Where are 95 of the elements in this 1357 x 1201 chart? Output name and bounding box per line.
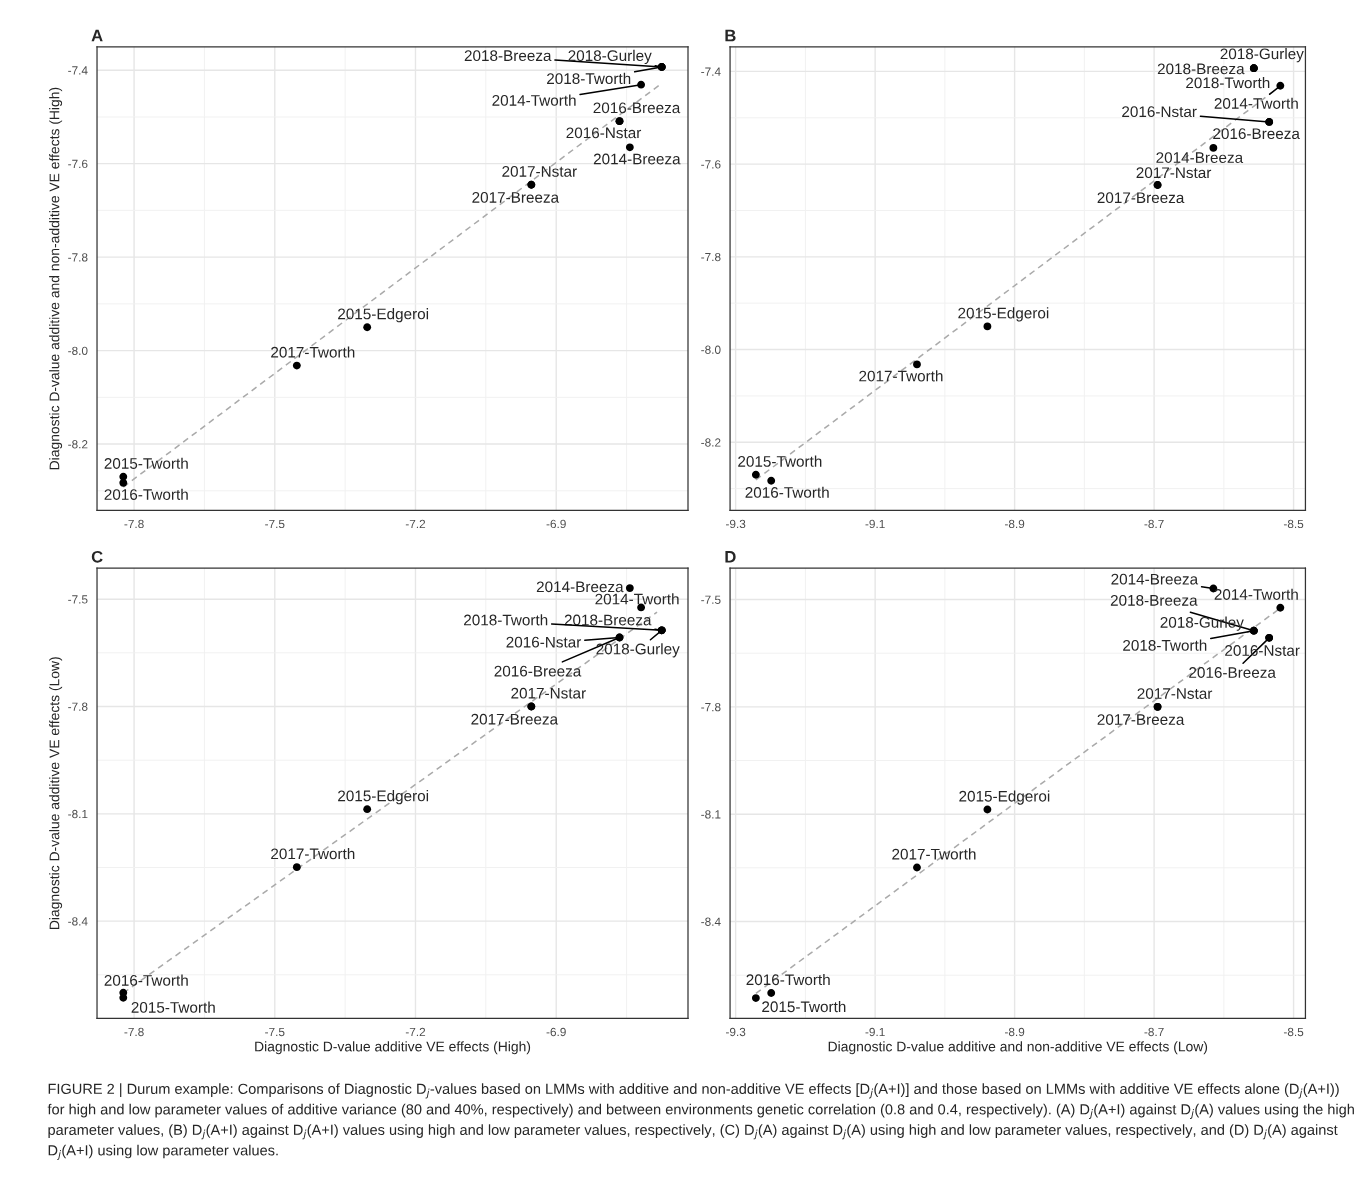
y-tick-label: -8.1 [701,810,721,819]
annotation: 2015-Edgeroi [958,307,1049,322]
x-tick-label: -7.8 [124,519,144,529]
y-tick-label: -8.1 [68,809,88,819]
annotation: 2014-Breeza [1156,152,1244,163]
annotation: 2018-Gurley [568,49,652,65]
annotation: 2015-Tworth [762,1000,846,1013]
annotation: 2017-Tworth [859,370,943,382]
x-tick-label: -7.5 [265,1027,285,1037]
x-tick-label: -9.1 [865,1027,885,1037]
annotation: 2014-Breeza [536,581,624,593]
chart-title: B [725,29,736,42]
annotation: 2018-Tworth [1186,77,1270,89]
annotation: 2018-Breeza [1110,594,1198,606]
annotation: 2017-Tworth [892,848,976,860]
x-tick-label: -7.5 [265,519,285,529]
x-tick-label: -8.9 [1004,519,1025,529]
annotation: 2015-Edgeroi [338,308,429,323]
x-tick-label: -9.1 [865,519,885,529]
y-tick-label: -7.8 [68,253,88,262]
x-tick-label: -8.7 [1144,519,1164,529]
x-axis-title: Diagnostic D-value additive VE effects (High) [255,1041,531,1055]
x-tick-label: -9.3 [726,1027,746,1037]
text: FIGURE 2 | Durum example: Comparisons of Diagnostic D$_{j}$-values based on LMMs with additive and non-additive VE effects [D$_{j}$(A+I)] and those based on LMMs with additive VE effects alone (D$_{j}$(A+I)) for high and low parameter values of additive variance (80 and 40%, respectively) and between environments genetic correlation (0.8 and 0.4, respectively). (A) D$_{j}$(A+I) against D$_{j}$(A) values using the high parameter values, (B) D$_{j}$(A+I) against D$_{j}$(A+I) values using high and low parameter values, respectively, (C) D$_{j}$(A) against D$_{j}$(A) using high and low parameter values, respectively, and (D) D$_{j}$(A) against D$_{j}$(A+I) using low parameter values. [47,1083,1354,1160]
annotation: 2015-Tworth [738,455,822,467]
annotation: 2018-Gurley [596,643,680,658]
annotation: 2018-Tworth [1123,639,1207,651]
annotation: 2014-Tworth [595,593,679,605]
y-tick-label: -7.4 [701,67,721,76]
y-tick-label: -7.4 [68,66,88,75]
x-tick-label: -6.9 [546,1027,566,1037]
annotation: 2016-Breeza [593,102,681,114]
annotation: 2014-Breeza [593,153,681,165]
x-tick-label: -9.3 [726,519,746,529]
annotation: 2014-Tworth [1214,588,1298,600]
annotation: 2016-Tworth [104,974,188,986]
x-tick-label: -8.7 [1144,1027,1164,1037]
x-tick-label: -7.2 [405,519,426,529]
annotation: 2016-Breeza [1213,128,1300,140]
chart-title: D [725,551,736,563]
y-tick-label: -7.5 [68,595,88,604]
x-axis-title: Diagnostic D-value additive and non-additive VE effects (Low) [828,1041,1208,1055]
annotation: 2018-Tworth [464,614,548,626]
annotation: 2016-Nstar [1122,106,1197,118]
y-tick-label: -8.4 [701,917,721,926]
x-tick-label: -8.5 [1283,519,1304,529]
annotation: 2017-Tworth [271,346,355,358]
y-tick-label: -7.6 [68,159,88,169]
annotation: 2016-Breeza [494,665,582,677]
annotation: 2015-Edgeroi [959,790,1050,805]
annotation: 2015-Tworth [131,1001,215,1013]
annotation: 2017-Breeza [1097,714,1185,725]
y-axis-title: Diagnostic D-value additive VE effects (Low) [49,657,63,930]
y-tick-label: -7.6 [701,160,721,169]
x-tick-label: -7.2 [405,1027,426,1037]
y-tick-label: -7.8 [701,252,721,262]
y-tick-label: -8.4 [68,917,88,926]
annotation: 2017-Breeza [472,191,560,203]
annotation: 2017-Breeza [471,713,559,725]
annotation: 2015-Tworth [104,457,188,469]
annotation: 2016-Tworth [104,488,188,500]
annotation: 2017-Tworth [271,848,355,860]
x-tick-label: -6.9 [546,519,566,529]
annotation: 2014-Tworth [492,94,576,106]
annotation: 2018-Breeza [464,50,552,62]
annotation: 2016-Nstar [566,127,642,139]
annotation: 2017-Nstar [502,165,577,177]
x-tick-label: -7.8 [124,1027,144,1037]
x-tick-label: -8.5 [1283,1027,1304,1037]
x-tick-label: -8.9 [1004,1027,1025,1037]
y-tick-label: -7.5 [701,595,721,604]
annotation: 2016-Tworth [745,486,829,498]
annotation: 2014-Breeza [1111,573,1199,585]
annotation: 2017-Breeza [1097,192,1185,204]
annotation: 2017-Nstar [511,687,586,699]
annotation: 2016-Nstar [506,636,582,648]
y-tick-label: -8.0 [68,346,88,355]
annotation: 2017-Nstar [1136,167,1212,179]
chart-title: C [91,550,103,563]
y-tick-label: -7.8 [701,702,721,712]
annotation: 2016-Tworth [746,973,830,986]
annotation: 2016-Breeza [1189,667,1276,678]
annotation: 2018-Breeza [564,614,652,626]
annotation: 2017-Nstar [1137,688,1213,699]
annotation: 2018-Tworth [547,72,631,85]
y-tick-label: -8.2 [68,440,88,449]
y-tick-label: -7.8 [68,702,88,711]
y-axis-title: Diagnostic D-value additive and non-additive VE effects (High) [49,87,63,470]
chart-title: A [91,29,103,42]
annotation: 2015-Edgeroi [338,790,429,805]
annotation: 2018-Breeza [1157,63,1245,75]
y-tick-label: -8.0 [701,345,721,354]
y-tick-label: -8.2 [701,438,721,447]
annotation: 2014-Tworth [1214,97,1298,109]
annotation: 2018-Gurley [1220,48,1304,63]
